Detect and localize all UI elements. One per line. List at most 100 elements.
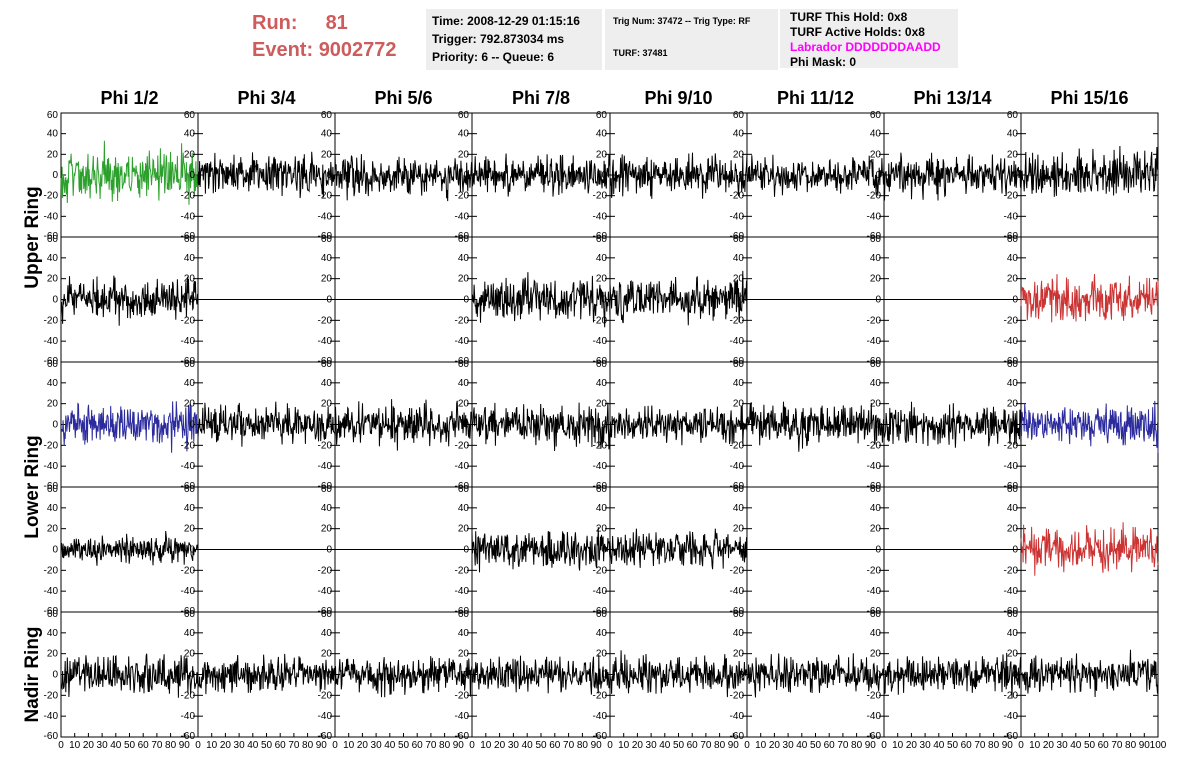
y-tick-label: -40 [1004,711,1019,722]
y-tick-label: 0 [326,545,332,556]
y-tick-label: -40 [318,586,333,597]
y-tick-label: 40 [870,378,882,389]
x-tick-label: 70 [837,740,849,751]
y-tick-label: 40 [733,129,745,140]
y-tick-label: -40 [1004,461,1019,472]
y-tick-label: 60 [596,359,608,370]
y-tick-label: -40 [44,711,59,722]
y-tick-label: 40 [458,378,470,389]
y-tick-label: 40 [1007,253,1019,264]
run-value: 81 [325,12,348,34]
y-tick-label: 60 [321,609,333,620]
y-tick-label: -20 [44,440,59,451]
y-tick-label: 40 [321,253,333,264]
waveform-r4-c8 [1020,522,1159,576]
x-tick-label: 0 [1018,740,1024,751]
waveform-r2-c1 [60,275,199,326]
y-tick-label: -60 [593,731,608,742]
y-tick-label: -20 [730,440,745,451]
x-tick-label: 80 [851,740,863,751]
y-tick-label: 60 [458,609,470,620]
x-tick-label: 90 [591,740,603,751]
y-tick-label: 0 [189,170,195,181]
time-info-box: Time: 2008-12-29 01:15:16 Trigger: 792.8… [426,9,602,70]
waveform-r1-c1 [60,140,199,205]
y-tick-label: 0 [463,295,469,306]
y-tick-label: -40 [593,461,608,472]
x-tick-label: 80 [165,740,177,751]
y-tick-label: 0 [1012,295,1018,306]
time-text: Time: 2008-12-29 01:15:16 [432,14,580,28]
x-tick-label: 90 [316,740,328,751]
waveform-r2-c8 [1020,273,1159,323]
y-tick-label: -40 [455,336,470,347]
y-tick-label: 40 [184,253,196,264]
y-tick-label: 20 [47,524,59,535]
y-tick-label: 40 [596,253,608,264]
y-tick-label: -20 [455,565,470,576]
y-tick-label: 60 [47,484,59,495]
y-tick-label: -20 [1004,565,1019,576]
y-tick-label: 60 [458,110,470,121]
y-tick-label: 20 [184,149,196,160]
x-tick-label: 100 [1150,740,1167,751]
y-tick-label: 0 [875,670,881,681]
x-tick-label: 90 [728,740,740,751]
x-tick-label: 10 [755,740,767,751]
priority-text: Priority: 6 -- Queue: 6 [432,50,555,64]
y-tick-label: 20 [321,649,333,660]
labrador-text: Labrador DDDDDDDAADD [790,40,941,54]
y-tick-label: 0 [189,295,195,306]
y-tick-label: 0 [52,170,58,181]
y-tick-label: 60 [184,234,196,245]
waveform-r1-c7 [883,152,1022,201]
y-tick-label: 20 [870,274,882,285]
waveform-r5-c6 [746,653,885,698]
x-tick-label: 90 [865,740,877,751]
waveform-r2-c5 [609,270,748,326]
y-tick-label: 20 [458,399,470,410]
y-tick-label: 40 [47,628,59,639]
y-tick-label: 20 [596,274,608,285]
column-title-1: Phi 1/2 [100,88,158,108]
y-tick-label: -20 [181,440,196,451]
x-tick-label: 70 [700,740,712,751]
y-tick-label: 60 [47,234,59,245]
column-title-8: Phi 15/16 [1050,88,1128,108]
y-tick-label: 0 [52,545,58,556]
y-tick-label: -40 [1004,586,1019,597]
waveform-r5-c3 [334,656,473,698]
y-tick-label: 20 [733,524,745,535]
y-tick-label: 0 [601,545,607,556]
y-tick-label: -60 [867,731,882,742]
y-tick-label: 0 [738,670,744,681]
y-tick-label: 60 [733,234,745,245]
x-tick-label: 10 [618,740,630,751]
x-tick-label: 80 [988,740,1000,751]
run-label: Run: [252,12,298,34]
ring-label-3: Nadir Ring [22,626,43,722]
y-tick-label: 20 [870,399,882,410]
y-tick-label: -60 [44,481,59,492]
waveform-r1-c2 [197,151,336,199]
y-tick-label: -40 [181,461,196,472]
x-tick-label: 0 [469,740,475,751]
x-tick-label: 90 [453,740,465,751]
y-tick-label: 0 [1012,545,1018,556]
y-tick-label: 20 [870,649,882,660]
y-tick-label: -20 [318,690,333,701]
y-tick-label: -20 [455,440,470,451]
waveform-r3-c4 [471,402,611,452]
y-tick-label: -20 [593,191,608,202]
waveform-r3-c7 [883,401,1022,448]
x-tick-label: 50 [124,740,136,751]
y-tick-label: 60 [321,234,333,245]
phi-mask-text: Phi Mask: 0 [790,55,857,69]
trigger-info-box: Trig Num: 37472 -- Trig Type: RF TURF: 3… [605,9,778,70]
y-tick-label: -40 [455,461,470,472]
trig-num-text: Trig Num: 37472 -- Trig Type: RF [613,16,751,26]
y-tick-label: -60 [44,606,59,617]
y-tick-label: -20 [1004,690,1019,701]
y-tick-label: 60 [733,484,745,495]
